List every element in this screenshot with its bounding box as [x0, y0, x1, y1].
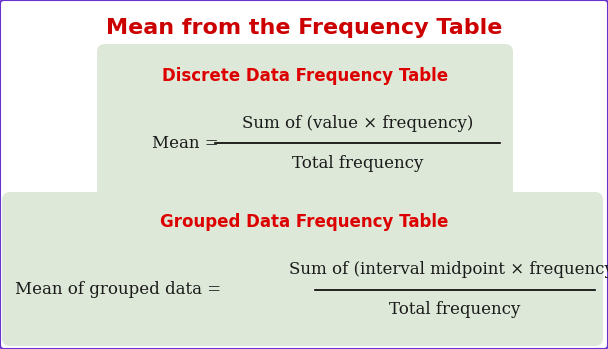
Text: Mean =: Mean = [152, 134, 219, 151]
Text: Total frequency: Total frequency [292, 155, 423, 171]
Text: Total frequency: Total frequency [389, 302, 520, 319]
Text: Discrete Data Frequency Table: Discrete Data Frequency Table [162, 67, 448, 85]
Text: Sum of (interval midpoint × frequency): Sum of (interval midpoint × frequency) [289, 261, 608, 279]
Text: Grouped Data Frequency Table: Grouped Data Frequency Table [160, 213, 448, 231]
FancyBboxPatch shape [97, 44, 513, 198]
Text: Mean of grouped data =: Mean of grouped data = [15, 282, 221, 298]
Text: Mean from the Frequency Table: Mean from the Frequency Table [106, 18, 502, 38]
Text: Sum of (value × frequency): Sum of (value × frequency) [242, 114, 473, 132]
FancyBboxPatch shape [2, 192, 603, 346]
